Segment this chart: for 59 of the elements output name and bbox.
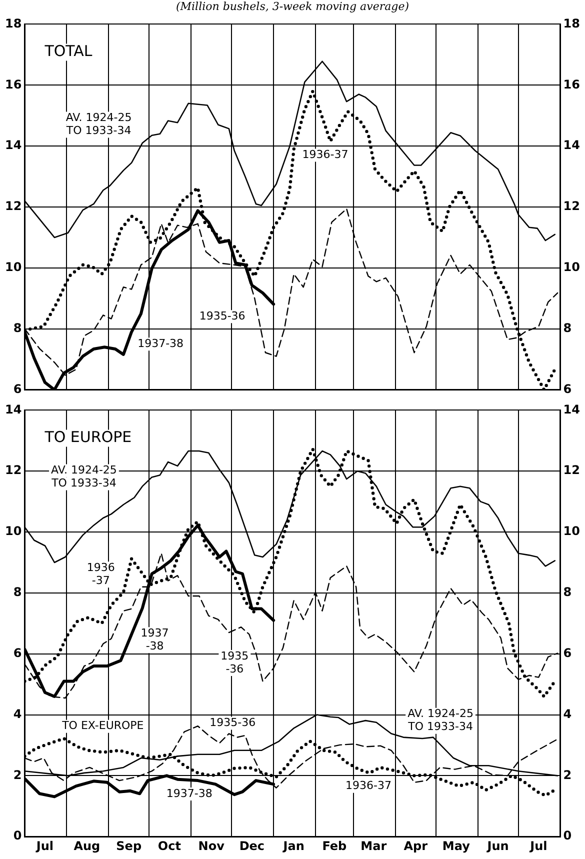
y-tick-label: 8: [13, 320, 22, 335]
x-tick-label: Dec: [239, 838, 265, 853]
y2-tick-label: 16: [563, 77, 580, 92]
x-tick-label: Aug: [74, 838, 100, 853]
y-tick-label: 12: [4, 199, 22, 214]
series-label: 1935-36: [199, 310, 246, 323]
series-label: 1935-36: [210, 716, 256, 730]
x-tick-label: Jul: [529, 838, 548, 853]
y-tick-label: 6: [13, 646, 22, 660]
y-tick-label: 12: [4, 463, 22, 478]
y-tick-label: 10: [4, 524, 22, 538]
annotation: TO EX-EUROPE: [61, 719, 144, 732]
y2-tick-label: 4: [563, 706, 572, 721]
series-label: AV. 1924-25 TO 1933-34: [407, 707, 474, 734]
x-tick-label: Jun: [486, 838, 509, 853]
y-tick-label: 14: [4, 138, 22, 152]
y-tick-label: 8: [13, 585, 22, 600]
y-tick-label: 4: [13, 706, 22, 721]
series-label: 1936 -37: [86, 561, 115, 588]
y2-tick-label: 12: [563, 199, 580, 214]
y-tick-label: 10: [4, 260, 22, 274]
series-label: 1937-38: [166, 786, 212, 800]
y2-tick-label: 6: [563, 382, 572, 396]
y2-tick-label: 12: [563, 463, 580, 478]
y-tick-label: 2: [13, 768, 22, 782]
y2-tick-label: 14: [563, 138, 580, 152]
x-tick-label: Sep: [116, 838, 142, 853]
x-tick-label: Mar: [360, 838, 387, 853]
text: TOTAL: [44, 42, 93, 60]
x-tick-label: Feb: [322, 838, 348, 853]
y2-tick-label: 10: [563, 524, 580, 538]
series-label: 1936-37: [345, 779, 392, 792]
y-tick-label: 18: [4, 16, 22, 30]
x-tick-label: Jul: [35, 838, 54, 853]
series-label: AV. 1924-25 TO 1933-34: [65, 111, 132, 138]
y-tick-label: 6: [13, 382, 22, 396]
y2-tick-label: 6: [563, 646, 572, 660]
y2-tick-label: 0: [563, 828, 572, 843]
y-tick-label: 14: [4, 402, 22, 416]
y2-tick-label: 2: [563, 768, 572, 782]
y2-tick-label: 18: [563, 16, 580, 30]
x-tick-label: Jan: [282, 838, 304, 853]
series-label: 1937 -38: [140, 626, 169, 653]
y2-tick-label: 10: [563, 260, 580, 274]
y2-tick-label: 14: [563, 402, 580, 416]
x-tick-label: Oct: [158, 838, 182, 853]
y2-tick-label: 8: [563, 585, 572, 600]
y2-tick-label: 8: [563, 320, 572, 335]
series-label: 1935 -36: [220, 649, 249, 676]
x-tick-label: May: [442, 838, 470, 853]
text: TO EUROPE: [44, 428, 132, 446]
y-tick-label: 0: [13, 828, 22, 843]
series-label: 1936-37: [302, 148, 348, 162]
series-label: 1937-38: [138, 336, 184, 350]
x-tick-label: Apr: [404, 838, 428, 853]
chart-subtitle: (Million bushels, 3-week moving average): [174, 0, 410, 14]
series-label: AV. 1924-25 TO 1933-34: [50, 464, 117, 490]
y-tick-label: 16: [4, 77, 22, 92]
x-tick-label: Nov: [198, 838, 225, 853]
